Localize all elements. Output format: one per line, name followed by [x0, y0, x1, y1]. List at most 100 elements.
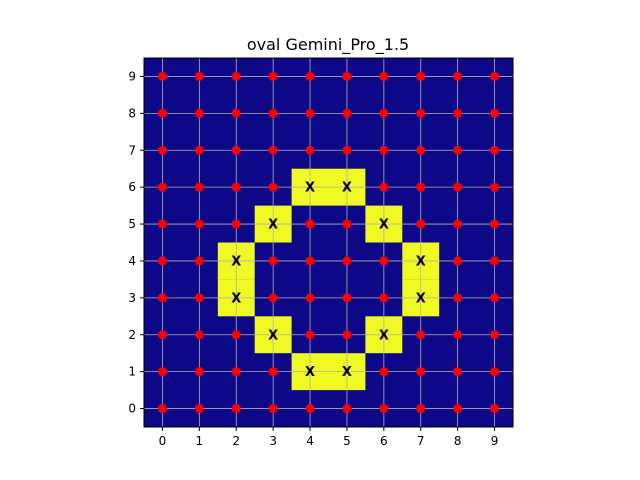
cell-marker: X	[379, 218, 389, 233]
data-point	[342, 293, 352, 303]
data-point	[268, 256, 278, 266]
cell-marker: X	[305, 365, 315, 380]
data-point	[453, 108, 463, 118]
data-point	[231, 71, 241, 81]
data-point	[268, 108, 278, 118]
data-point	[342, 330, 352, 340]
cell-marker: X	[416, 291, 426, 306]
data-point	[157, 145, 167, 155]
x-tick-label: 9	[491, 434, 499, 448]
plot-area: X X X X X X X X X X X X 0 1 2 3 4 5 6 7 8 9 0 1 2 3 4 5 6 7 8 9	[128, 57, 514, 448]
data-point	[194, 367, 204, 377]
data-point	[157, 256, 167, 266]
data-point	[231, 145, 241, 155]
data-point	[453, 293, 463, 303]
cell-marker: X	[231, 291, 241, 306]
data-point	[453, 256, 463, 266]
data-point	[231, 404, 241, 414]
data-point	[490, 330, 500, 340]
cell-marker: X	[268, 328, 278, 343]
data-point	[379, 256, 389, 266]
data-point	[194, 404, 204, 414]
data-point	[453, 182, 463, 192]
x-tick-label: 7	[417, 434, 425, 448]
cell-marker: X	[342, 365, 352, 380]
data-point	[342, 256, 352, 266]
y-tick-label: 5	[128, 217, 136, 231]
y-tick-label: 4	[128, 254, 136, 268]
data-point	[157, 404, 167, 414]
data-point	[379, 367, 389, 377]
data-point	[453, 367, 463, 377]
cell-marker: X	[416, 254, 426, 269]
data-point	[416, 330, 426, 340]
data-point	[342, 108, 352, 118]
y-tick-label: 3	[128, 291, 136, 305]
data-point	[379, 293, 389, 303]
data-point	[453, 145, 463, 155]
data-point	[194, 293, 204, 303]
data-point	[490, 367, 500, 377]
data-point	[305, 71, 315, 81]
data-point	[268, 182, 278, 192]
data-point	[379, 108, 389, 118]
data-point	[231, 367, 241, 377]
data-point	[305, 145, 315, 155]
data-point	[268, 293, 278, 303]
data-point	[157, 182, 167, 192]
data-point	[453, 71, 463, 81]
y-tick-label: 2	[128, 328, 136, 342]
data-point	[416, 71, 426, 81]
data-point	[453, 219, 463, 229]
data-point	[342, 404, 352, 414]
data-point	[194, 145, 204, 155]
data-point	[305, 330, 315, 340]
data-point	[490, 404, 500, 414]
data-point	[490, 145, 500, 155]
data-point	[231, 330, 241, 340]
data-point	[416, 182, 426, 192]
data-point	[268, 404, 278, 414]
data-point	[379, 71, 389, 81]
data-point	[305, 404, 315, 414]
data-point	[416, 145, 426, 155]
y-tick-label: 0	[128, 402, 136, 416]
cell-marker: X	[305, 181, 315, 196]
x-tick-label: 1	[196, 434, 204, 448]
data-point	[157, 367, 167, 377]
data-point	[342, 145, 352, 155]
data-point	[305, 108, 315, 118]
data-point	[268, 145, 278, 155]
data-point	[453, 330, 463, 340]
cell-marker: X	[379, 328, 389, 343]
y-tick-label: 9	[128, 69, 136, 83]
data-point	[490, 256, 500, 266]
x-tick-label: 4	[306, 434, 314, 448]
data-point	[194, 182, 204, 192]
data-point	[231, 108, 241, 118]
data-point	[194, 330, 204, 340]
data-point	[305, 219, 315, 229]
data-point	[342, 219, 352, 229]
data-point	[157, 330, 167, 340]
x-tick-label: 6	[380, 434, 388, 448]
data-point	[194, 256, 204, 266]
data-point	[194, 108, 204, 118]
data-point	[490, 71, 500, 81]
cell-marker: X	[342, 181, 352, 196]
x-tick-label: 8	[454, 434, 462, 448]
data-point	[194, 71, 204, 81]
chart-title: oval Gemini_Pro_1.5	[247, 35, 409, 55]
plot-frame	[143, 57, 514, 428]
x-tick-label: 5	[343, 434, 351, 448]
data-point	[490, 108, 500, 118]
data-point	[157, 108, 167, 118]
data-point	[490, 182, 500, 192]
data-point	[157, 71, 167, 81]
data-point	[416, 108, 426, 118]
data-point	[268, 367, 278, 377]
data-point	[157, 219, 167, 229]
data-point	[268, 71, 278, 81]
data-point	[490, 219, 500, 229]
